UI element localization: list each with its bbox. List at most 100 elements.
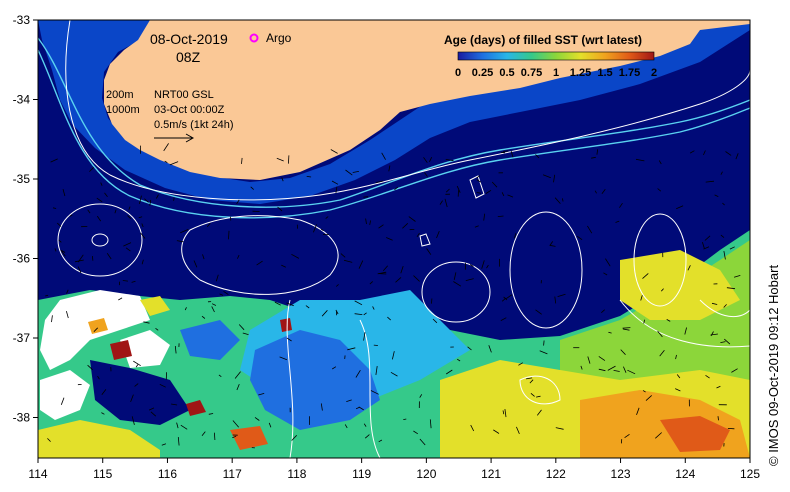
current-vector <box>176 240 184 243</box>
current-vector <box>370 390 379 395</box>
colorbar-gradient <box>457 51 655 61</box>
current-vector <box>403 418 407 420</box>
current-vector <box>219 293 224 296</box>
current-vector <box>378 224 384 229</box>
current-vector <box>340 253 346 258</box>
current-vector <box>87 209 91 214</box>
current-vector <box>432 318 438 324</box>
current-vector <box>54 248 57 252</box>
current-vector <box>687 265 691 271</box>
current-vector <box>363 312 367 316</box>
current-vector <box>202 254 205 260</box>
current-vector <box>344 424 348 429</box>
current-vector <box>613 370 620 372</box>
current-vector <box>363 332 366 341</box>
current-vector <box>180 229 189 234</box>
colorbar-tick-label: 1.5 <box>597 67 612 79</box>
lat-tick-label: -34 <box>13 93 31 107</box>
current-vector <box>173 197 175 201</box>
current-vector <box>642 390 646 393</box>
current-vector <box>645 395 652 401</box>
colorbar-tick-label: 0.75 <box>521 67 542 79</box>
current-vector <box>596 149 599 155</box>
current-vector <box>92 255 94 261</box>
colorbar-tick-label: 2 <box>651 67 657 79</box>
current-vector <box>238 324 245 331</box>
current-vector <box>562 198 564 202</box>
current-vector <box>675 354 677 360</box>
current-vector <box>97 375 100 380</box>
current-vector <box>717 416 719 421</box>
colorbar-tick-label: 1 <box>553 67 559 79</box>
current-vector <box>281 177 284 182</box>
current-vector <box>657 188 662 192</box>
current-vector <box>218 374 222 378</box>
current-vector <box>93 327 98 332</box>
current-vector <box>640 295 643 301</box>
lon-tick-label: 120 <box>416 467 436 481</box>
current-vector <box>591 156 596 159</box>
current-vector <box>347 347 356 351</box>
current-vector <box>429 419 432 429</box>
current-vector <box>643 319 646 324</box>
current-vector <box>131 280 136 283</box>
current-vector <box>50 158 58 163</box>
current-vector <box>716 385 721 389</box>
current-vector <box>598 368 606 372</box>
current-vector <box>214 432 216 441</box>
current-vector <box>587 225 593 234</box>
current-vector <box>497 215 504 217</box>
current-vector <box>174 345 177 354</box>
current-vector <box>141 259 144 265</box>
current-vector <box>242 332 249 335</box>
current-vector <box>122 280 129 282</box>
current-vector <box>684 327 687 335</box>
current-vector <box>343 259 353 263</box>
current-vector <box>474 225 479 228</box>
current-vector <box>149 199 152 206</box>
current-vector <box>619 202 623 208</box>
current-vector <box>500 317 507 321</box>
isobath-200m <box>38 37 750 208</box>
current-vector <box>140 232 146 239</box>
current-vector <box>237 254 240 259</box>
lon-tick-label: 119 <box>352 467 371 481</box>
current-vector <box>703 150 706 156</box>
current-vector <box>128 206 131 210</box>
current-vector <box>456 358 461 362</box>
current-vector <box>439 200 443 205</box>
current-vector <box>675 388 681 392</box>
current-vector <box>161 443 167 446</box>
current-vector <box>232 420 240 428</box>
current-vectors <box>45 143 741 449</box>
current-vector <box>577 235 583 241</box>
current-vector <box>77 254 84 263</box>
lat-axis: -33 -34 -35 -36 -37 -38 <box>13 13 38 425</box>
current-vector <box>711 302 718 305</box>
current-vector <box>723 304 727 308</box>
current-vector <box>501 192 505 197</box>
current-vector <box>623 366 627 373</box>
current-vector <box>535 154 540 159</box>
current-vector <box>156 194 159 199</box>
current-vector <box>444 198 448 208</box>
current-vector <box>510 150 514 158</box>
current-vector <box>722 202 725 206</box>
current-vector <box>476 179 482 183</box>
current-vector <box>615 220 620 223</box>
vector-scale-arrow-icon <box>154 133 195 143</box>
current-vector <box>330 149 338 154</box>
current-vector <box>363 196 369 198</box>
current-vector <box>476 192 481 194</box>
current-vector <box>598 356 606 361</box>
current-vector <box>720 341 726 343</box>
current-vector <box>553 174 556 183</box>
current-vector <box>500 151 505 154</box>
isobath-1000m <box>38 49 750 219</box>
current-vector <box>232 435 237 439</box>
current-vector <box>234 371 241 379</box>
current-vector <box>193 260 198 268</box>
current-vector <box>539 350 548 355</box>
current-vector <box>281 264 286 268</box>
